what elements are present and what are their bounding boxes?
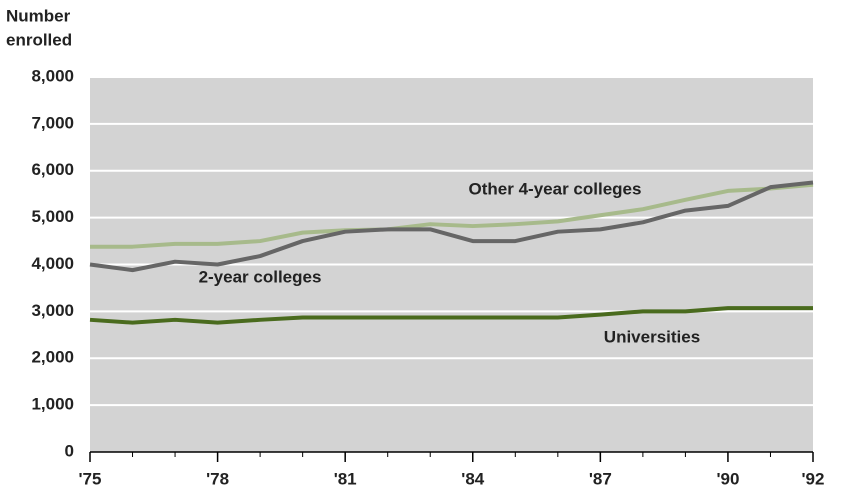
series-label: 2-year colleges — [199, 267, 322, 286]
x-tick-label: '75 — [79, 469, 102, 488]
y-tick-label: 7,000 — [31, 113, 74, 132]
y-tick-label: 3,000 — [31, 301, 74, 320]
y-tick-label: 8,000 — [31, 66, 74, 85]
series-label: Universities — [604, 327, 700, 346]
x-tick-label: '92 — [802, 469, 825, 488]
line-series — [89, 180, 814, 273]
y-tick-label: 1,000 — [31, 395, 74, 414]
line-series — [89, 306, 813, 325]
x-tick-label: '78 — [206, 469, 229, 488]
y-tick-label: 6,000 — [31, 160, 74, 179]
y-tick-label: 0 — [65, 441, 74, 460]
y-axis-label: Number — [6, 6, 71, 25]
y-tick-label: 2,000 — [31, 348, 74, 367]
y-tick-label: 5,000 — [31, 207, 74, 226]
x-tick-label: '87 — [589, 469, 612, 488]
series-label: Other 4-year colleges — [469, 179, 642, 198]
y-tick-label: 4,000 — [31, 254, 74, 273]
x-tick-label: '90 — [716, 469, 739, 488]
x-tick-label: '84 — [461, 469, 484, 488]
y-axis-label: enrolled — [6, 30, 72, 49]
x-tick-label: '81 — [334, 469, 357, 488]
line-series — [90, 182, 814, 249]
